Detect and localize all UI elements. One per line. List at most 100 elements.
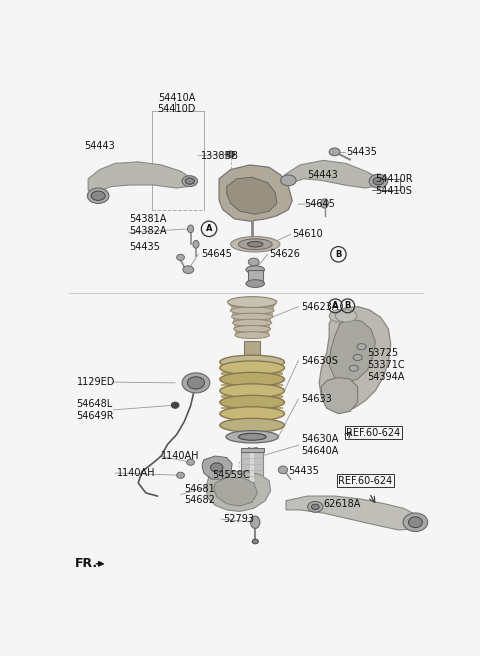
Ellipse shape [251,516,260,528]
Text: 53371C: 53371C [368,360,405,370]
Bar [240,448,264,452]
Text: REF.60-624: REF.60-624 [346,428,400,438]
Text: 54443: 54443 [84,142,115,152]
Bar [244,340,260,358]
Ellipse shape [252,539,258,544]
Ellipse shape [177,255,184,260]
Text: B: B [335,250,342,258]
Ellipse shape [312,504,319,510]
Text: 54623A: 54623A [301,302,339,312]
Bar [234,323,270,329]
Ellipse shape [220,384,285,398]
Text: 54626: 54626 [269,249,300,259]
Ellipse shape [248,241,263,247]
Polygon shape [286,496,417,530]
Text: A: A [206,224,212,234]
Ellipse shape [246,266,264,274]
Bar [221,407,283,409]
Ellipse shape [235,332,269,338]
Ellipse shape [349,365,359,371]
Ellipse shape [220,361,285,375]
Text: 54648L
54649R: 54648L 54649R [77,399,114,420]
Bar [248,270,263,283]
Text: 54559C: 54559C [212,470,250,480]
Ellipse shape [220,355,285,369]
Bar [232,310,273,317]
Bar [230,304,274,310]
Polygon shape [227,177,277,215]
Ellipse shape [220,407,285,420]
Ellipse shape [408,517,422,527]
Text: REF.60-624: REF.60-624 [338,476,393,485]
Text: 62618A: 62618A [323,499,360,509]
Text: 54435: 54435 [129,241,160,252]
Polygon shape [202,456,232,479]
Text: 54645: 54645 [304,199,335,209]
Bar [221,396,283,398]
Ellipse shape [248,258,259,266]
Ellipse shape [228,297,277,308]
Ellipse shape [177,472,184,478]
Text: 54435: 54435 [346,147,377,157]
Ellipse shape [353,354,362,361]
Ellipse shape [211,463,223,472]
Bar [221,373,283,375]
Ellipse shape [220,396,285,409]
Text: A: A [332,301,338,310]
Ellipse shape [246,279,264,287]
Polygon shape [285,160,381,188]
Text: 54435: 54435 [288,466,319,476]
Ellipse shape [234,325,271,333]
Text: 54645: 54645 [201,249,232,259]
Ellipse shape [230,237,280,252]
Bar [241,452,263,495]
Ellipse shape [87,188,109,203]
Ellipse shape [357,344,366,350]
Polygon shape [322,377,358,414]
Text: FR.: FR. [75,558,98,570]
Bar [221,384,283,386]
Ellipse shape [193,240,199,248]
Ellipse shape [281,175,296,186]
Ellipse shape [171,402,179,408]
Text: 54410A
54410D: 54410A 54410D [157,92,196,114]
Ellipse shape [321,199,328,208]
Text: 54681
54682: 54681 54682 [184,483,215,505]
Ellipse shape [238,239,272,250]
Text: 54394A: 54394A [368,373,405,382]
Ellipse shape [373,177,384,185]
Polygon shape [329,319,375,383]
Text: 1129ED: 1129ED [77,377,115,387]
Ellipse shape [220,373,285,386]
Ellipse shape [220,419,285,432]
Text: 1140AH: 1140AH [161,451,200,461]
Polygon shape [88,162,192,193]
Ellipse shape [232,319,272,326]
Text: 54610: 54610 [292,229,323,239]
Text: 52793: 52793 [223,514,254,524]
Ellipse shape [182,373,210,393]
Text: B: B [345,301,351,310]
Ellipse shape [329,310,351,322]
Ellipse shape [336,310,357,322]
Text: 54630S: 54630S [301,356,338,365]
Bar [233,317,271,323]
Ellipse shape [182,176,197,186]
Ellipse shape [227,151,234,157]
Ellipse shape [278,466,288,474]
Ellipse shape [230,307,274,314]
Text: 54630A
54640A: 54630A 54640A [301,434,339,456]
Ellipse shape [91,191,105,200]
Ellipse shape [369,174,388,188]
Polygon shape [319,306,391,411]
Polygon shape [206,472,271,512]
Ellipse shape [185,178,194,184]
Text: 54381A
54382A: 54381A 54382A [129,215,167,236]
Ellipse shape [231,313,273,320]
Bar [235,329,269,335]
Ellipse shape [188,225,193,233]
Text: 54410R
54410S: 54410R 54410S [375,174,413,195]
Text: 53725: 53725 [368,348,399,358]
Ellipse shape [308,501,323,512]
Ellipse shape [188,377,204,389]
